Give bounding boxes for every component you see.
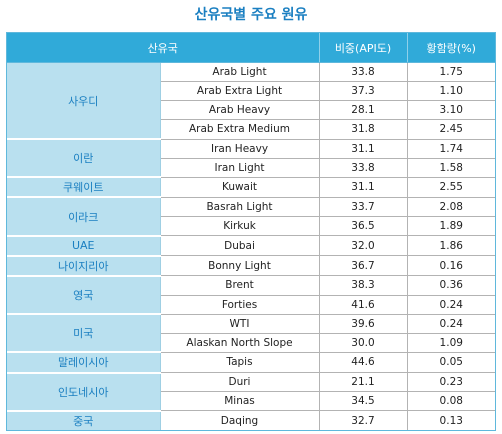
table-row: 사우디 Arab Light 33.8 1.75 (7, 61, 495, 140)
api-gravity-cell: 36.5 (318, 215, 408, 237)
api-gravity-cell: 41.6 (318, 294, 408, 315)
table-row: 이란 Iran Heavy 31.1 1.74 (7, 138, 495, 179)
table-row: Forties 41.6 0.24 (7, 294, 495, 315)
table-row: 미국 WTI 39.6 0.24 (7, 313, 495, 354)
sulfur-content-cell: 1.74 (406, 138, 495, 159)
sulfur-content-cell: 0.16 (406, 255, 495, 277)
country-cell: 이라크 (7, 196, 161, 237)
country-cell: 사우디 (7, 62, 161, 140)
crude-name-cell: Forties (159, 294, 320, 315)
header-producer: 산유국 (7, 33, 320, 63)
table-row: Iran Light 33.8 1.58 (7, 157, 495, 178)
crude-name-cell: Arab Extra Medium (159, 119, 320, 140)
crude-name-cell: Alaskan North Slope (159, 332, 320, 353)
sulfur-content-cell: 0.23 (406, 371, 495, 393)
crude-name-cell: Kuwait (159, 176, 320, 198)
table-row: 중국 Daqing 32.7 0.13 (7, 410, 495, 430)
page-title: 산유국별 주요 원유 (194, 7, 308, 23)
crude-name-cell: Tapis (159, 351, 320, 374)
country-cell: 나이지리아 (7, 255, 161, 277)
crude-name-cell: Dubai (159, 235, 320, 257)
country-cell: 중국 (7, 410, 161, 430)
table-row: 말레이시아 Tapis 44.6 0.05 (7, 351, 495, 374)
sulfur-content-cell: 0.13 (406, 410, 495, 430)
sulfur-content-cell: 1.10 (406, 81, 495, 102)
crude-name-cell: Iran Heavy (159, 138, 320, 159)
sulfur-content-cell: 2.45 (406, 119, 495, 140)
sulfur-content-cell: 0.24 (406, 313, 495, 334)
api-gravity-cell: 37.3 (318, 81, 408, 102)
api-gravity-cell: 30.0 (318, 332, 408, 353)
crude-name-cell: Kirkuk (159, 215, 320, 237)
table-row: 이라크 Basrah Light 33.7 2.08 (7, 196, 495, 237)
sulfur-content-cell: 0.08 (406, 391, 495, 412)
sulfur-content-cell: 1.86 (406, 235, 495, 257)
table-row: Alaskan North Slope 30.0 1.09 (7, 332, 495, 353)
api-gravity-cell: 32.7 (318, 410, 408, 430)
crude-name-cell: Minas (159, 391, 320, 412)
table-row: 쿠웨이트 Kuwait 31.1 2.55 (7, 176, 495, 199)
table-row: Arab Heavy 28.1 3.10 (7, 100, 495, 121)
table-row: Kirkuk 36.5 1.89 (7, 215, 495, 237)
crude-oil-table: 산유국 비중(API도) 황함량(%) 사우디 Arab Light 33.8 1.7… (7, 33, 495, 430)
api-gravity-cell: 36.7 (318, 255, 408, 277)
country-cell: 이란 (7, 138, 161, 179)
api-gravity-cell: 33.7 (318, 196, 408, 218)
crude-name-cell: Daqing (159, 410, 320, 430)
crude-name-cell: WTI (159, 313, 320, 334)
crude-oil-table-frame: 산유국 비중(API도) 황함량(%) 사우디 Arab Light 33.8 1.7… (6, 32, 496, 431)
table-row: UAE Dubai 32.0 1.86 (7, 235, 495, 257)
sulfur-content-cell: 1.09 (406, 332, 495, 353)
crude-name-cell: Basrah Light (159, 196, 320, 218)
api-gravity-cell: 33.8 (318, 61, 408, 83)
table-row: Arab Extra Light 37.3 1.10 (7, 81, 495, 102)
country-cell: 인도네시아 (7, 371, 161, 412)
api-gravity-cell: 31.1 (318, 138, 408, 159)
crude-name-cell: Bonny Light (159, 255, 320, 277)
country-cell: 쿠웨이트 (7, 176, 161, 199)
sulfur-content-cell: 2.08 (406, 196, 495, 218)
table-row: Minas 34.5 0.08 (7, 391, 495, 412)
api-gravity-cell: 21.1 (318, 371, 408, 393)
crude-name-cell: Arab Extra Light (159, 81, 320, 102)
table-row: 영국 Brent 38.3 0.36 (7, 275, 495, 316)
crude-name-cell: Iran Light (159, 157, 320, 178)
sulfur-content-cell: 1.58 (406, 157, 495, 178)
sulfur-content-cell: 1.89 (406, 215, 495, 237)
api-gravity-cell: 31.8 (318, 119, 408, 140)
table-body: 사우디 Arab Light 33.8 1.75 Arab Extra Light 37.… (7, 61, 495, 430)
sulfur-content-cell: 0.24 (406, 294, 495, 315)
api-gravity-cell: 28.1 (318, 100, 408, 121)
sulfur-content-cell: 1.75 (406, 61, 495, 83)
crude-name-cell: Duri (159, 371, 320, 393)
header-sulfur-content: 황함량(%) (407, 33, 495, 63)
sulfur-content-cell: 0.05 (406, 351, 495, 374)
table-row: Arab Extra Medium 31.8 2.45 (7, 119, 495, 140)
crude-name-cell: Brent (159, 275, 320, 296)
api-gravity-cell: 39.6 (318, 313, 408, 334)
sulfur-content-cell: 3.10 (406, 100, 495, 121)
api-gravity-cell: 44.6 (318, 351, 408, 374)
crude-name-cell: Arab Heavy (159, 100, 320, 121)
table-row: 나이지리아 Bonny Light 36.7 0.16 (7, 255, 495, 277)
api-gravity-cell: 31.1 (318, 176, 408, 198)
api-gravity-cell: 34.5 (318, 391, 408, 412)
country-cell: UAE (7, 235, 161, 257)
country-cell: 미국 (7, 313, 161, 354)
country-cell: 말레이시아 (7, 351, 161, 374)
api-gravity-cell: 33.8 (318, 157, 408, 178)
api-gravity-cell: 32.0 (318, 235, 408, 257)
header-row: 산유국 비중(API도) 황함량(%) (7, 33, 495, 63)
api-gravity-cell: 38.3 (318, 275, 408, 296)
header-api-gravity: 비중(API도) (319, 33, 408, 63)
country-cell: 영국 (7, 275, 161, 316)
sulfur-content-cell: 0.36 (406, 275, 495, 296)
sulfur-content-cell: 2.55 (406, 176, 495, 198)
table-row: 인도네시아 Duri 21.1 0.23 (7, 371, 495, 412)
crude-name-cell: Arab Light (159, 61, 320, 83)
